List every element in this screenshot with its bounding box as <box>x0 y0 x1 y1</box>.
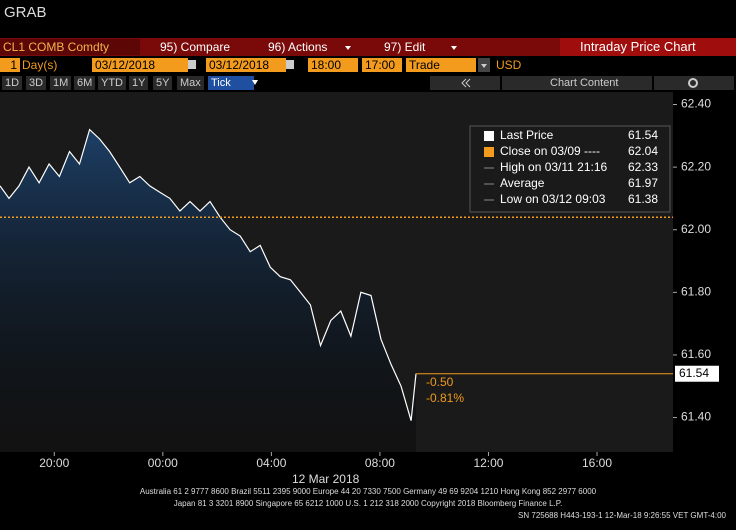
legend-label: Low on 03/12 09:03 <box>500 192 606 206</box>
y-tick-label: 62.00 <box>681 222 711 236</box>
legend: Last Price 61.54 Close on 03/09 ---- 62.04 H… <box>469 125 671 213</box>
change-pct-label: -0.81% <box>426 391 464 405</box>
period-unit: Day(s) <box>22 58 58 72</box>
chart-toolbar-icons <box>252 76 734 90</box>
toolbar <box>0 38 736 56</box>
gear-icon <box>688 78 698 88</box>
last-price-label: 61.54 <box>679 366 709 380</box>
period-field[interactable]: 1 <box>0 58 20 72</box>
footer-line: Japan 81 3 3201 8900 Singapore 65 6212 1… <box>173 499 563 508</box>
x-tick-label: 04:00 <box>256 456 286 470</box>
field-selector[interactable]: Trade <box>406 58 476 72</box>
legend-label: High on 03/11 21:16 <box>500 160 608 174</box>
range-button[interactable]: Tick <box>208 76 254 90</box>
dropdown-arrow <box>252 80 258 85</box>
currency: USD <box>496 58 522 72</box>
range-button[interactable]: 1M <box>50 76 72 90</box>
dropdown-arrow <box>481 64 487 68</box>
start-time-field[interactable]: 18:00 <box>308 58 358 72</box>
price-area <box>0 129 417 452</box>
settings-button[interactable] <box>654 76 734 90</box>
legend-swatch <box>484 147 494 157</box>
y-tick-label: 62.20 <box>681 159 711 173</box>
range-button[interactable]: 6M <box>74 76 96 90</box>
last-price-box <box>675 365 719 382</box>
y-tick-label: 61.80 <box>681 285 711 299</box>
range-button[interactable]: 5Y <box>153 76 173 90</box>
legend-value: 62.33 <box>628 160 658 174</box>
edit-button[interactable]: 97) Edit <box>384 40 426 54</box>
legend-label: Last Price <box>500 128 554 142</box>
footer-line: SN 725688 H443-193-1 12-Mar-18 9:26:55 V… <box>518 511 726 520</box>
range-button[interactable]: 1D <box>2 76 23 90</box>
field-icons <box>188 58 490 72</box>
end-date-field[interactable]: 03/12/2018 <box>206 58 286 72</box>
compare-button[interactable]: 95) Compare <box>160 40 231 54</box>
price-line <box>0 128 417 421</box>
range-button[interactable]: Max <box>177 76 204 90</box>
x-tick-label: 12:00 <box>473 456 503 470</box>
range-button[interactable]: 1Y <box>129 76 149 90</box>
change-label: -0.50 <box>426 375 454 389</box>
collapse-button[interactable] <box>430 76 500 90</box>
legend-label: Average <box>500 176 545 190</box>
y-tick-label: 61.40 <box>681 410 711 424</box>
legend-value: 61.97 <box>628 176 658 190</box>
legend-value: 61.54 <box>628 128 658 142</box>
calendar-icon[interactable] <box>188 60 196 69</box>
x-tick-label: 20:00 <box>39 456 69 470</box>
x-tick-label: 16:00 <box>582 456 612 470</box>
x-axis-label: 12 Mar 2018 <box>292 472 360 486</box>
x-tick-label: 00:00 <box>148 456 178 470</box>
legend-box <box>469 125 671 213</box>
footer-line: Australia 61 2 9777 8600 Brazil 5511 239… <box>139 487 597 496</box>
screen-title: Intraday Price Chart <box>560 38 736 56</box>
actions-button[interactable]: 96) Actions <box>268 40 328 54</box>
start-date-field[interactable]: 03/12/2018 <box>92 58 188 72</box>
axis-background <box>673 92 736 452</box>
legend-label: Close on 03/09 ---- <box>500 144 600 158</box>
calendar-icon[interactable] <box>286 60 294 69</box>
y-tick-label: 62.40 <box>681 97 711 111</box>
window-title: GRAB <box>4 4 47 21</box>
legend-value: 62.04 <box>628 144 658 158</box>
range-button[interactable]: 3D <box>26 76 47 90</box>
security-field[interactable]: CL1 COMB Comdty <box>0 39 140 55</box>
legend-swatch <box>484 131 494 141</box>
chevrons <box>461 78 471 88</box>
range-button[interactable]: YTD <box>98 76 126 90</box>
end-time-field[interactable]: 17:00 <box>362 58 402 72</box>
chart-content-button[interactable] <box>502 76 652 90</box>
x-tick-label: 08:00 <box>365 456 395 470</box>
chart-content-label[interactable]: Chart Content <box>550 77 619 89</box>
y-tick-label: 61.60 <box>681 347 711 361</box>
legend-value: 61.38 <box>628 192 658 206</box>
